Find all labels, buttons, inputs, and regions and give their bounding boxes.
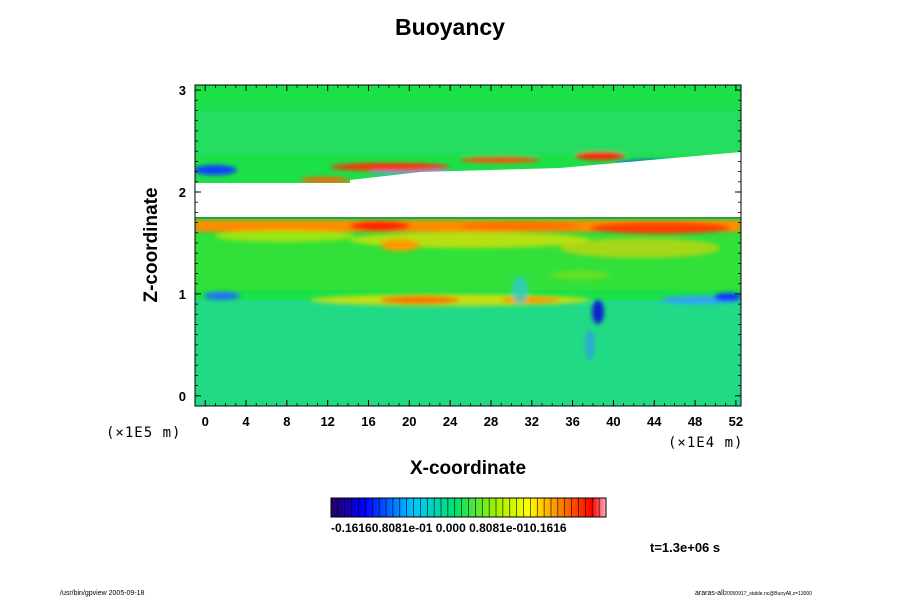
x-tick-label-44: 44	[647, 414, 662, 429]
y-tick-label-3: 3	[179, 83, 186, 98]
footer-command: /usr/bin/gpview 2005-09-18	[60, 590, 145, 597]
y-tick-label-0: 0	[179, 389, 186, 404]
y-tick-label-1: 1	[179, 287, 186, 302]
x-tick-label-24: 24	[443, 414, 458, 429]
chart-title: Buoyancy	[395, 14, 505, 40]
y-axis-ticks: 0 1 2 3	[179, 83, 741, 404]
footer-source-sub: 20050917_stable.nc@BuoyAll,z=13000	[724, 591, 812, 597]
y-axis-label: Z-coordinate	[141, 187, 162, 303]
y-axis-unit: (×1E5 m)	[106, 425, 182, 441]
colorbar-labels: -0.16160.8081e-01 0.000 0.8081e-010.1616	[331, 521, 567, 535]
x-axis-unit: (×1E4 m)	[668, 435, 744, 451]
x-tick-label-48: 48	[688, 414, 702, 429]
x-tick-label-28: 28	[484, 414, 498, 429]
footer-source: araras-all20050917_stable.nc@BuoyAll,z=1…	[695, 590, 812, 597]
x-tick-label-12: 12	[320, 414, 334, 429]
y-tick-label-2: 2	[179, 185, 186, 200]
time-stamp: t=1.3e+06 s	[650, 540, 721, 555]
x-tick-label-32: 32	[525, 414, 539, 429]
x-tick-label-20: 20	[402, 414, 416, 429]
heatmap-field	[195, 85, 741, 406]
x-axis-label: X-coordinate	[409, 458, 527, 479]
footer-source-main: araras-all	[695, 590, 725, 597]
x-axis-ticks: 0 4 8 12 16 20 24 28 32 36 40 44 48 52	[202, 85, 743, 429]
x-tick-label-16: 16	[361, 414, 375, 429]
x-tick-label-0: 0	[202, 414, 209, 429]
x-tick-label-8: 8	[283, 414, 290, 429]
x-tick-label-36: 36	[565, 414, 579, 429]
x-tick-label-52: 52	[729, 414, 743, 429]
x-tick-label-4: 4	[242, 414, 250, 429]
x-tick-label-40: 40	[606, 414, 620, 429]
